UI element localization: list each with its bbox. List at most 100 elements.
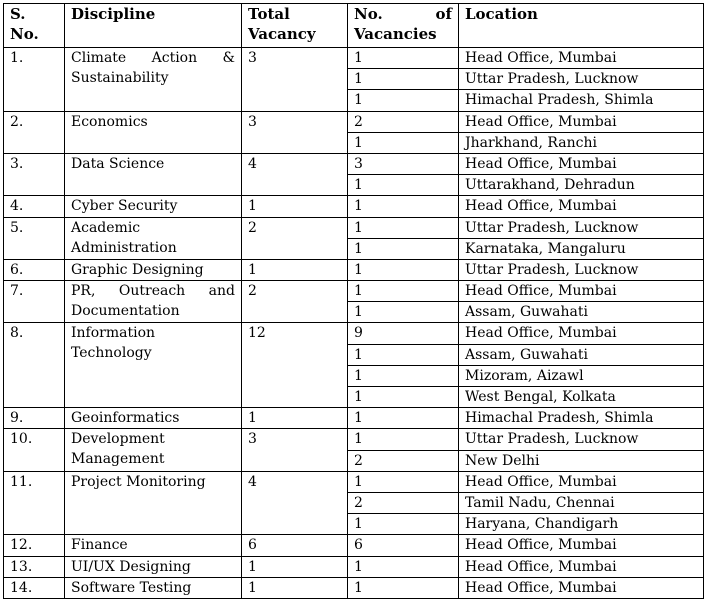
vacancy-count: 1 (347, 195, 459, 218)
header-cell: Discipline (64, 3, 242, 48)
vacancy-count: 2 (347, 449, 459, 472)
discipline: Information Technology (64, 322, 242, 409)
location: Haryana, Chandigarh (458, 513, 704, 536)
location: Himachal Pradesh, Shimla (458, 407, 704, 430)
location: Head Office, Mumbai (458, 110, 704, 133)
table-row: 6. Graphic Designing 1 1 Uttar Pradesh, Luck… (3, 258, 704, 282)
vacancy-count: 1 (347, 46, 459, 70)
table-row: 1. Climate Action & Sustainability 3 1 Head … (3, 46, 704, 112)
table-row: 9. Geoinformatics 1 1 Himachal Pradesh, Shim… (3, 407, 704, 430)
table-row: 7. PR, Outreach and Documentation 2 1 Head O… (3, 280, 704, 324)
total-vacancy: 4 (241, 152, 348, 197)
table-row: 1 Uttarakhand, Dehradun (4, 174, 704, 197)
location: Uttarakhand, Dehradun (458, 174, 704, 197)
location: Head Office, Mumbai (458, 470, 704, 493)
table-row: 3. Data Science 4 3 Head Office, Mumbai (3, 152, 704, 197)
discipline: Development Management (64, 428, 242, 472)
discipline: UI/UX Designing (64, 555, 242, 578)
vacancy-count: 1 (347, 343, 459, 366)
vacancy-count: 9 (347, 322, 459, 345)
discipline: Climate Action & Sustainability (64, 47, 242, 112)
total-vacancy: 6 (241, 534, 348, 557)
location: Head Office, Mumbai (458, 152, 704, 176)
vacancy-count: 1 (347, 576, 459, 599)
discipline: Geoinformatics (64, 407, 242, 430)
vacancy-count: 1 (347, 258, 459, 282)
location: Head Office, Mumbai (458, 195, 704, 218)
location: Uttar Pradesh, Lucknow (458, 258, 704, 282)
location: West Bengal, Kolkata (458, 385, 704, 409)
table-row: 8. Information Technology 12 9 Head Office, … (3, 322, 704, 409)
table-row: 1 Uttar Pradesh, Lucknow (4, 68, 704, 91)
discipline: Software Testing (64, 576, 242, 599)
total-vacancy: 1 (241, 407, 348, 430)
vacancy-count: 1 (347, 237, 459, 260)
vacancy-count: 1 (347, 216, 459, 239)
total-vacancy: 1 (241, 258, 348, 282)
location: New Delhi (458, 449, 704, 472)
serial-number: 3. (3, 152, 65, 197)
vacancy-count: 6 (347, 534, 459, 557)
location: Uttar Pradesh, Lucknow (458, 216, 704, 239)
vacancy-count: 1 (347, 407, 459, 430)
location: Himachal Pradesh, Shimla (458, 89, 704, 112)
table-row: 4. Cyber Security 1 1 Head Office, Mumbai (3, 195, 704, 218)
vacancy-table: S. No. Discipline Total Vacancy No. of Vaca… (3, 3, 704, 599)
serial-number: 5. (3, 216, 65, 260)
serial-number: 9. (3, 407, 65, 430)
discipline: Graphic Designing (64, 258, 242, 282)
header-cell: No. of Vacancies (347, 3, 459, 48)
location: Assam, Guwahati (458, 343, 704, 366)
total-vacancy: 4 (241, 470, 348, 536)
table-row: 14. Software Testing 1 1 Head Office, Mumbai (3, 576, 704, 599)
vacancy-count: 1 (347, 280, 459, 303)
vacancy-count: 1 (347, 470, 459, 493)
vacancy-count: 1 (347, 428, 459, 451)
discipline: Project Monitoring (64, 470, 242, 536)
vacancy-count: 1 (347, 131, 459, 154)
table-row: 5. Academic Administration 2 1 Uttar Pradesh… (3, 216, 704, 260)
location: Head Office, Mumbai (458, 322, 704, 345)
vacancy-count: 1 (347, 89, 459, 112)
total-vacancy: 1 (241, 555, 348, 578)
discipline: Cyber Security (64, 195, 242, 218)
vacancy-count: 1 (347, 555, 459, 578)
header-cell: S. No. (3, 3, 65, 48)
serial-number: 7. (3, 280, 65, 324)
total-vacancy: 2 (241, 216, 348, 260)
location: Head Office, Mumbai (458, 576, 704, 599)
table-row: 2. Economics 3 2 Head Office, Mumbai (3, 110, 704, 154)
vacancy-count: 2 (347, 491, 459, 515)
vacancy-count: 3 (347, 152, 459, 176)
location: Head Office, Mumbai (458, 555, 704, 578)
header-cell: Location (458, 3, 704, 48)
table-row: 1 Himachal Pradesh, Shimla (4, 89, 704, 112)
serial-number: 8. (3, 322, 65, 409)
discipline: Academic Administration (64, 216, 242, 260)
location: Assam, Guwahati (458, 301, 704, 324)
serial-number: 12. (3, 534, 65, 557)
serial-number: 11. (3, 470, 65, 536)
location: Uttar Pradesh, Lucknow (458, 428, 704, 451)
vacancy-count: 2 (347, 110, 459, 133)
serial-number: 14. (3, 576, 65, 599)
location: Head Office, Mumbai (458, 46, 704, 70)
total-vacancy: 3 (241, 110, 348, 154)
serial-number: 4. (3, 195, 65, 218)
header-row: S. No. Discipline Total Vacancy No. of Vaca… (3, 3, 704, 48)
total-vacancy: 3 (241, 428, 348, 472)
vacancy-count: 1 (347, 513, 459, 536)
location: Jharkhand, Ranchi (458, 131, 704, 154)
vacancy-count: 1 (347, 385, 459, 409)
total-vacancy: 2 (241, 280, 348, 324)
location: Head Office, Mumbai (458, 534, 704, 557)
serial-number: 1. (3, 47, 65, 112)
location: Karnataka, Mangaluru (458, 237, 704, 260)
location: Tamil Nadu, Chennai (458, 491, 704, 515)
location: Head Office, Mumbai (458, 280, 704, 303)
discipline: Finance (64, 534, 242, 557)
discipline: Data Science (64, 152, 242, 197)
table-row: 2 New Delhi (4, 449, 704, 472)
discipline: PR, Outreach and Documentation (64, 280, 242, 324)
